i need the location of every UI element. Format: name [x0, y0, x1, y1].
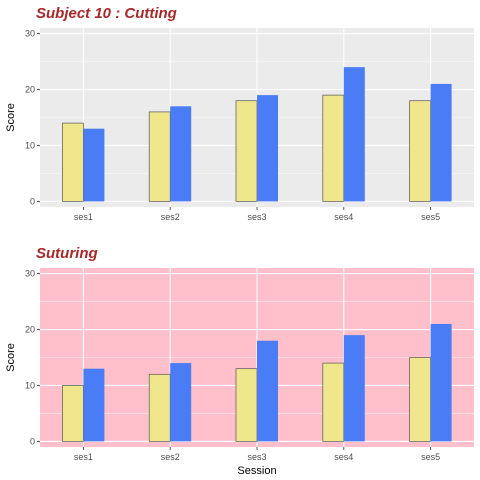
bar-series1-ses3	[235, 368, 258, 442]
x-axis-label: Session	[237, 465, 276, 477]
x-tick-label: ses3	[247, 212, 266, 222]
bar-series2-ses4	[343, 67, 365, 202]
bar-series2-ses5	[430, 323, 452, 442]
x-tick-label: ses2	[161, 212, 180, 222]
y-tick-label: 30	[25, 269, 35, 279]
x-tick-label: ses4	[334, 212, 353, 222]
bar-series2-ses1	[83, 128, 105, 202]
bar-series2-ses3	[257, 95, 278, 202]
x-tick-label: ses3	[247, 452, 266, 462]
y-tick-label: 10	[25, 140, 35, 150]
x-tick-label: ses4	[334, 452, 353, 462]
bar-series2-ses2	[170, 106, 192, 202]
chart-2: Suturing 0 10 20 30 ses1 ses2 ses3 ses4 ses5 Score…	[5, 245, 474, 477]
bar-series2-ses1	[83, 368, 105, 442]
y-tick-label: 10	[25, 380, 35, 390]
x-tick-label: ses5	[421, 212, 440, 222]
x-tick-label: ses1	[74, 212, 93, 222]
y-tick-label: 20	[25, 85, 35, 95]
bar-series1-ses2	[148, 373, 171, 442]
y-tick-label: 20	[25, 325, 35, 335]
x-tick-label: ses5	[421, 452, 440, 462]
bar-series2-ses2	[170, 363, 192, 442]
chart-1: Subject 10 : Cutting 0 10 20 30 ses1 ses2 ses3 s…	[5, 5, 474, 222]
chart-title: Subject 10 : Cutting	[36, 5, 177, 22]
y-axis-label: Score	[5, 103, 17, 132]
bar-series2-ses3	[257, 340, 278, 442]
x-tick-label: ses2	[161, 452, 180, 462]
x-tick-label: ses1	[74, 452, 93, 462]
bar-series1-ses4	[322, 94, 345, 202]
y-tick-label: 0	[30, 436, 35, 446]
bar-series1-ses2	[148, 111, 171, 202]
bar-series1-ses5	[409, 357, 431, 442]
bar-series2-ses4	[343, 335, 365, 442]
bar-series1-ses1	[62, 122, 84, 202]
bar-series1-ses4	[322, 362, 345, 442]
bar-series2-ses5	[430, 83, 452, 202]
chart-title: Suturing	[36, 245, 98, 262]
y-axis-label: Score	[5, 343, 17, 372]
y-tick-label: 30	[25, 29, 35, 39]
bar-series1-ses3	[235, 100, 258, 202]
y-tick-label: 0	[30, 196, 35, 206]
bar-series1-ses1	[62, 385, 84, 442]
bar-series1-ses5	[409, 100, 431, 202]
